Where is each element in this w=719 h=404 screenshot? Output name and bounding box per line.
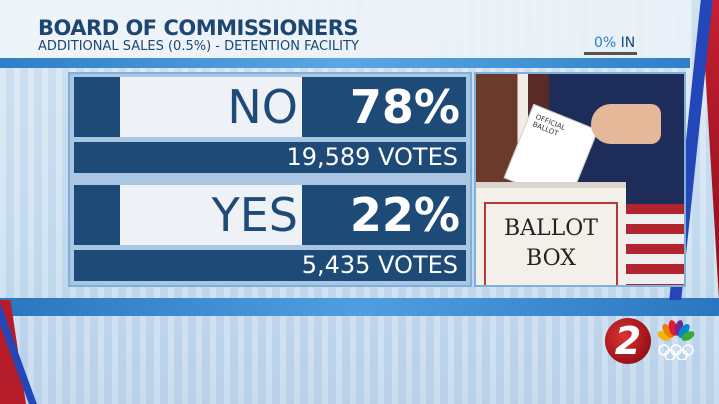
race-title: BOARD OF COMMISSIONERS (38, 16, 359, 40)
nbc-peacock-icon (657, 320, 695, 341)
race-subtitle: ADDITIONAL SALES (0.5%) - DETENTION FACI… (38, 39, 359, 54)
divider-top (0, 58, 690, 68)
choice-label-no: NO (120, 77, 302, 137)
box-text-1: BALLOT (504, 216, 598, 241)
station-logo: 2 (605, 318, 651, 364)
header-band (0, 0, 690, 60)
ballot-box: BALLOT BOX (476, 182, 626, 285)
row-marker (74, 77, 120, 137)
reporting-percent: 0% (594, 35, 617, 51)
precincts-reporting: 0% IN (584, 35, 638, 55)
row-marker (74, 185, 120, 245)
hand (591, 104, 661, 144)
results-panel: NO 78% 19,589 VOTES YES 22% 5,435 VOTES (68, 72, 472, 287)
olympic-rings-icon (658, 344, 694, 360)
ballot-box-photo: OFFICIAL BALLOT BALLOT BOX (474, 72, 686, 287)
choice-votes-yes: 5,435 VOTES (74, 250, 466, 281)
reporting-suffix: IN (620, 35, 636, 51)
choice-label-yes: YES (120, 185, 302, 245)
box-text-2: BOX (526, 246, 576, 271)
divider-bottom (0, 298, 719, 316)
flag-stripes (626, 204, 684, 285)
choice-percent-yes: 22% (302, 185, 466, 245)
choice-votes-no: 19,589 VOTES (74, 142, 466, 173)
choice-percent-no: 78% (302, 77, 466, 137)
